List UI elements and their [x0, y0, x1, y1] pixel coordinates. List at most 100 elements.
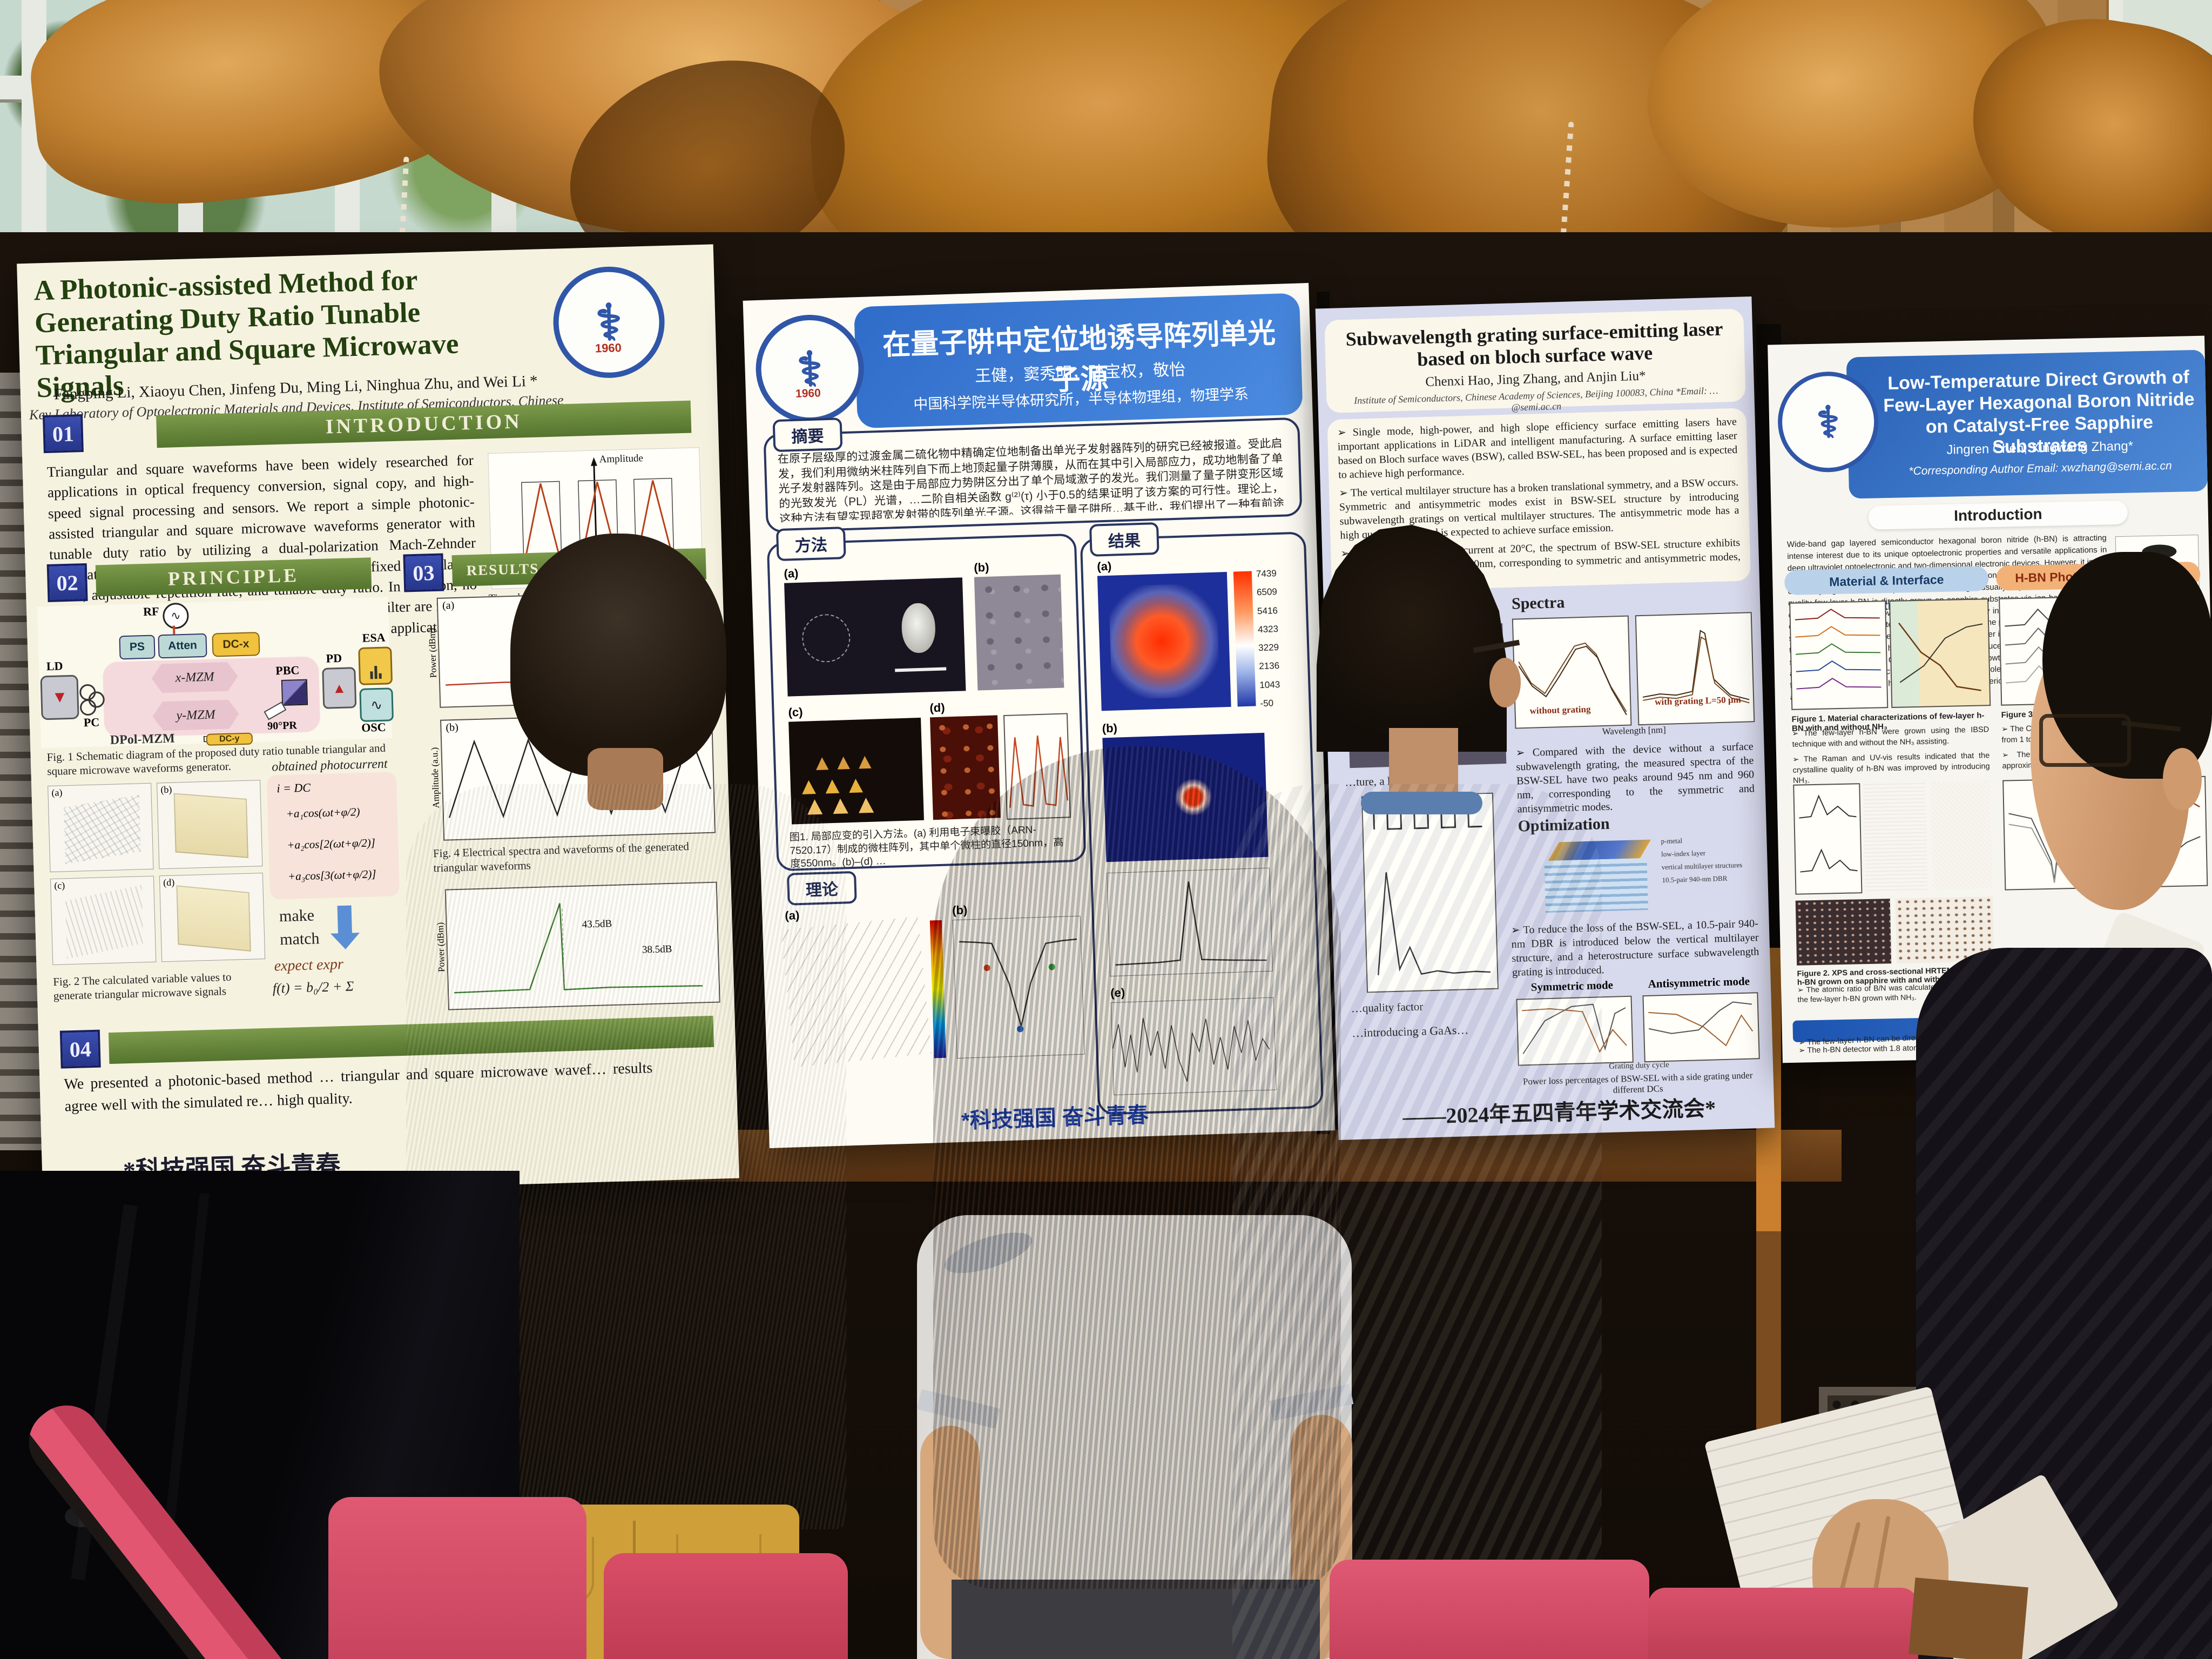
poster4-col1-header: Material & Interface Microstructure — [1784, 566, 1989, 613]
res-a-ylabel: Power (dBm) — [427, 628, 439, 678]
methods-fig-c: ▲▲▲ ▲▲▲ ▲▲▲ — [788, 717, 924, 825]
methods-panel-b-label: (b) — [973, 560, 989, 575]
poster3-bullet-1: ➢ Single mode, high-power, and high slop… — [1337, 415, 1738, 481]
poster1-fig-ylabel: Amplitude — [599, 453, 644, 466]
schematic-ld-label: LD — [46, 659, 63, 673]
device-labels: p-metal low-index layer vertical multila… — [1661, 834, 1759, 885]
methods-fig-d-profile — [1003, 713, 1071, 820]
poster1-fig2-panel-b: (b) — [157, 780, 263, 869]
chair-back-center — [1330, 1560, 1649, 1659]
schematic-pr-label: 90°PR — [267, 719, 298, 732]
schematic-dcy-box2: DC-y — [206, 732, 253, 746]
device-label-2: low-index layer — [1661, 848, 1706, 859]
methods-panel-a-label: (a) — [784, 566, 799, 581]
methods-fig-a — [784, 577, 966, 697]
fig2-d-surface — [176, 885, 251, 952]
poster3-spectra-label2: Spectra — [1511, 593, 1565, 613]
make-label: make — [279, 906, 315, 926]
results-panel-b-label: (b) — [1102, 721, 1118, 736]
photocurrent-eq4: +a₃cos[3(ωt+φ/2)] — [287, 867, 376, 883]
lattice-image — [1795, 899, 1892, 966]
poster-quantum-well: ⚕ 1960 在量子阱中定位地诱导阵列单光子源 王健，窦秀明，孙宝权，敬怡 中国… — [743, 282, 1336, 1149]
methods-panel-c-label: (c) — [788, 705, 803, 719]
fig2-b-label: (b) — [160, 784, 172, 795]
poster1-fig2-panel-d: (d) — [159, 873, 266, 962]
poster1-photocurrent-block: obtained photocurrent i = DC +a₁cos(ωt+φ… — [266, 757, 400, 900]
poster2-logo-year: 1960 — [795, 387, 821, 400]
results-heatmap-a — [1097, 571, 1231, 711]
schematic-dpol-label: DPol-MZM — [110, 731, 176, 747]
schematic-xmzm: x-MZM — [151, 662, 238, 693]
mode-plot-anti-dc — [1642, 992, 1760, 1063]
methods-fig-d — [930, 715, 1001, 820]
poster4-intro-header: Introduction — [1868, 500, 2128, 530]
photocurrent-title: obtained photocurrent — [271, 757, 388, 774]
poster1-section1-number: 01 — [42, 414, 84, 454]
schematic-pd-label: PD — [326, 651, 342, 665]
spectra-plot-with-grating: with grating L=50 μm — [1635, 612, 1755, 726]
chair-frame-bar — [1908, 1577, 2028, 1659]
person-khaki-neck — [588, 748, 663, 810]
photocurrent-eq3: +a₂cos[2(ωt+φ/2)] — [287, 836, 376, 852]
poster-bsw-sel: Subwavelength grating surface-emitting l… — [1315, 296, 1775, 1140]
person-woman-hair — [933, 746, 1341, 1589]
schematic-osc-box: ∿ — [359, 687, 394, 722]
hrtem-image-1 — [1863, 781, 1928, 892]
person-right-glasses — [2039, 714, 2131, 767]
methods-fig-a-circle — [801, 613, 851, 663]
device-label-3: vertical multilayer structures — [1661, 860, 1743, 872]
poster1-section3-number: 03 — [403, 553, 444, 592]
schematic-atten-box: Atten — [158, 633, 207, 659]
person-blue-ear — [1489, 658, 1521, 707]
spectra-plot-without-grating: without grating — [1512, 615, 1632, 729]
poster1-schematic: RF ∿ PS Atten DC-x x-MZM y-MZM ▼ LD PC P… — [37, 597, 394, 748]
photocurrent-eq2: +a₁cos(ωt+φ/2) — [286, 805, 360, 820]
res-b-label: (b) — [446, 721, 459, 734]
red-wire-down — [172, 625, 176, 635]
methods-fig-a-pillar — [901, 602, 936, 653]
theory-band-plot — [952, 915, 1085, 1059]
isc-cas-logo-poster2: ⚕ 1960 — [754, 313, 866, 425]
device-label-4: 10.5-pair 940-nm DBR — [1662, 874, 1728, 885]
chair-back-left — [328, 1497, 586, 1659]
res-b-ylabel: Amplitude (a.u.) — [429, 747, 441, 808]
tick: 3229 — [1258, 642, 1279, 653]
photocurrent-eq1: i = DC — [276, 780, 311, 795]
fig2-b-surface — [173, 793, 248, 858]
poster1-section4-number: 04 — [59, 1029, 101, 1069]
mode-plot-sym-dc — [1516, 995, 1634, 1066]
rf-source-icon: ∿ — [162, 602, 190, 630]
tick: 1043 — [1259, 679, 1280, 690]
schematic-pbc-box — [281, 679, 308, 706]
person-blue-torso — [1232, 784, 1602, 1659]
schematic-osc-label: OSC — [361, 720, 386, 734]
blue-down-arrow — [337, 905, 352, 934]
fig2-a-label: (a) — [51, 787, 63, 798]
methods-fig-b — [974, 574, 1064, 691]
poster4-fig1-bullet1: ➢ The few-layer h-BN were grown using th… — [1792, 725, 1990, 749]
fig2-d-label: (d) — [163, 876, 175, 888]
res-a-label: (a) — [442, 599, 455, 612]
poster2-methods-tag: 方法 — [775, 527, 846, 562]
tick: 6509 — [1256, 586, 1278, 598]
schematic-esa-label: ESA — [362, 630, 386, 645]
blue-down-arrowhead — [330, 933, 360, 950]
chair-back-right — [1648, 1588, 1918, 1659]
expect-label: expect expr — [274, 955, 344, 975]
fig2-a-surface — [64, 794, 141, 865]
tick: -50 — [1260, 698, 1274, 709]
poster1-results-plot-a2: Power (dBm) 43.5dB 38.5dB — [435, 881, 720, 1010]
raman-spectra-panel — [1789, 601, 1889, 710]
fourier-formula: f(t) = b₀/2 + Σ — [272, 978, 354, 996]
results-g2-plot — [1110, 997, 1277, 1096]
person-woman-pants — [952, 1580, 1320, 1659]
person-blue-neck — [1389, 728, 1458, 792]
schematic-ymzm: y-MZM — [152, 699, 239, 731]
fig2-c-surface — [65, 885, 144, 959]
isc-cas-logo-poster1: ⚕ 1960 — [551, 265, 666, 380]
person-blue-collar — [1361, 792, 1482, 814]
mode-title-anti-1: Antisymmetric mode — [1648, 974, 1750, 990]
poster1-fig2-panel-a: (a) — [48, 783, 154, 873]
methods-fig-a-scalebar — [895, 667, 947, 672]
